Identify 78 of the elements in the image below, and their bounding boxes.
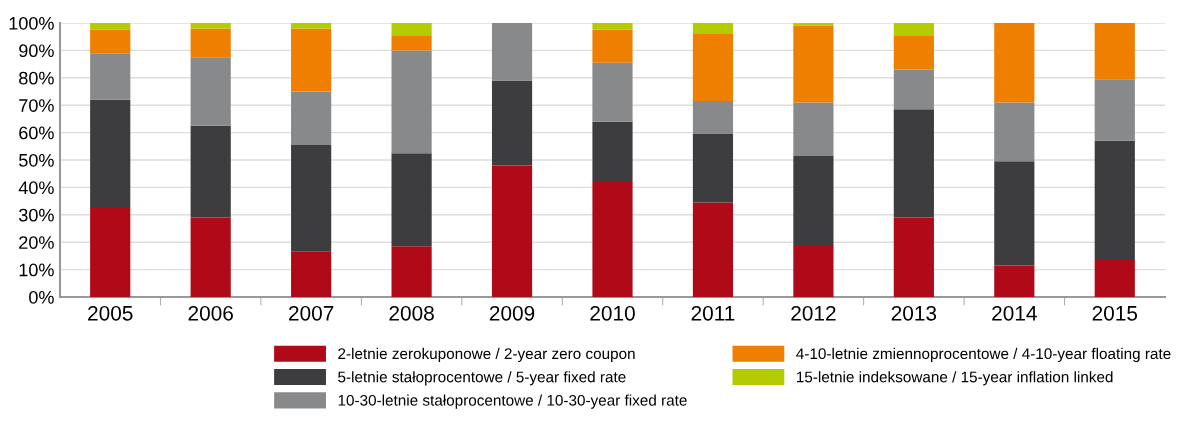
bar <box>90 207 131 297</box>
y-tick-label: 60% <box>19 126 54 140</box>
bar <box>793 102 834 156</box>
bar <box>291 28 332 92</box>
y-tick-label: 10% <box>19 263 54 277</box>
x-tick-label: 2011 <box>691 305 735 321</box>
bar <box>692 101 734 134</box>
bar <box>893 23 934 36</box>
bar <box>994 265 1035 297</box>
bar <box>1094 79 1135 141</box>
x-tick-label: 2009 <box>489 305 535 321</box>
bar <box>391 153 432 247</box>
bar <box>291 144 332 252</box>
bar <box>391 50 432 154</box>
bar <box>291 23 332 29</box>
x-tick-label: 2005 <box>88 305 133 321</box>
bar <box>692 133 734 203</box>
bar <box>90 53 131 100</box>
y-tick-label: 80% <box>19 71 54 85</box>
bar <box>90 23 131 30</box>
bar <box>1094 140 1135 261</box>
bar <box>391 246 432 297</box>
bar <box>893 217 934 297</box>
bar <box>994 161 1035 266</box>
x-tick-label: 2010 <box>590 305 635 321</box>
bar <box>793 244 834 297</box>
bar <box>592 23 633 30</box>
x-tick-label: 2015 <box>1092 305 1138 321</box>
bar <box>190 28 231 58</box>
bar <box>1094 260 1135 297</box>
legend-label: 10-30-letnie stałoprocentowe / 10-30-year fixed rate <box>338 394 687 409</box>
legend-label: 2-letnie zerokuponowe / 2-year zero coupon <box>338 347 635 363</box>
bar <box>994 102 1035 162</box>
bar <box>793 23 834 26</box>
bar <box>190 23 231 29</box>
bar <box>692 23 734 34</box>
x-tick-label: 2014 <box>992 305 1037 321</box>
y-tick-label: 100% <box>9 16 54 30</box>
y-tick-label: 40% <box>18 181 54 195</box>
legend-label: 5-letnie stałoprocentowe / 5-year fixed rate <box>338 371 626 386</box>
bar <box>793 25 834 103</box>
bar <box>592 181 633 297</box>
bar <box>491 165 533 297</box>
bar <box>190 217 231 297</box>
bar <box>893 109 934 218</box>
bar <box>90 29 131 54</box>
bar <box>391 23 432 36</box>
bar <box>592 62 633 122</box>
bar <box>994 23 1035 103</box>
bar <box>793 155 834 245</box>
bar <box>291 251 332 297</box>
bar <box>893 69 934 110</box>
bar <box>491 23 533 81</box>
y-tick-label: 0% <box>29 290 54 304</box>
x-tick-label: 2013 <box>891 305 937 321</box>
x-tick-label: 2006 <box>188 305 233 321</box>
bar <box>190 125 231 218</box>
y-tick-label: 50% <box>19 153 54 167</box>
bar <box>893 35 934 70</box>
bar <box>692 202 734 297</box>
y-tick-label: 70% <box>19 99 54 112</box>
x-tick-label: 2012 <box>791 305 836 321</box>
bar <box>190 57 231 126</box>
bar <box>592 121 633 182</box>
y-tick-label: 90% <box>19 44 54 58</box>
legend-label: 4-10-letnie zmiennoprocentowe / 4-10-year floating rate <box>796 347 1171 363</box>
x-tick-label: 2008 <box>389 305 434 321</box>
bar <box>90 99 131 208</box>
y-tick-label: 20% <box>19 236 54 249</box>
bar <box>491 80 533 166</box>
bar <box>592 29 633 63</box>
x-tick-label: 2007 <box>289 305 334 321</box>
bar <box>692 33 734 102</box>
legend-label: 15-letnie indeksowane / 15-year inflation linked <box>796 371 1113 386</box>
bar <box>391 35 432 51</box>
bar <box>291 91 332 145</box>
bar <box>1094 23 1135 80</box>
y-tick-label: 30% <box>19 208 54 222</box>
